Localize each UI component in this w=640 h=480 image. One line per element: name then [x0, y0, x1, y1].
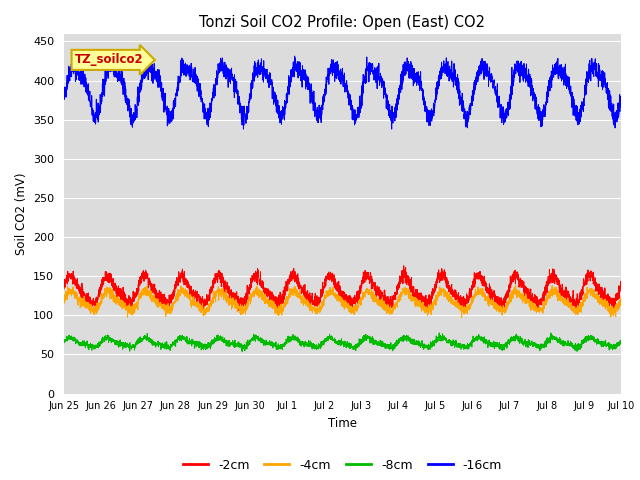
-4cm — [60, 297, 68, 303]
-8cm — [617, 339, 625, 345]
X-axis label: Time: Time — [328, 417, 357, 430]
-2cm — [397, 275, 404, 281]
-16cm — [617, 96, 625, 102]
Title: Tonzi Soil CO2 Profile: Open (East) CO2: Tonzi Soil CO2 Profile: Open (East) CO2 — [200, 15, 485, 30]
-8cm — [239, 349, 246, 355]
-4cm — [512, 283, 520, 288]
-8cm — [435, 330, 443, 336]
Text: TZ_soilco2: TZ_soilco2 — [75, 53, 144, 66]
-2cm — [216, 274, 223, 279]
-8cm — [179, 336, 187, 341]
-4cm — [179, 288, 187, 293]
-16cm — [60, 95, 68, 100]
-2cm — [179, 275, 187, 281]
-16cm — [291, 53, 298, 59]
-16cm — [564, 74, 572, 80]
Legend: -2cm, -4cm, -8cm, -16cm: -2cm, -4cm, -8cm, -16cm — [178, 454, 507, 477]
Line: -16cm: -16cm — [64, 56, 621, 129]
-2cm — [617, 278, 625, 284]
-2cm — [608, 310, 616, 315]
-4cm — [564, 298, 572, 303]
-8cm — [397, 338, 404, 344]
-16cm — [407, 65, 415, 71]
-16cm — [179, 68, 187, 73]
-2cm — [60, 286, 68, 292]
-4cm — [397, 297, 404, 303]
-4cm — [617, 295, 625, 300]
-8cm — [406, 340, 414, 346]
Line: -2cm: -2cm — [64, 266, 621, 312]
-8cm — [60, 340, 68, 346]
Line: -8cm: -8cm — [64, 333, 621, 352]
-8cm — [564, 343, 572, 348]
-16cm — [397, 71, 404, 77]
-4cm — [617, 298, 625, 303]
-4cm — [458, 315, 465, 321]
-8cm — [617, 339, 625, 345]
-2cm — [617, 288, 625, 294]
-16cm — [216, 64, 223, 70]
-2cm — [400, 263, 408, 269]
Y-axis label: Soil CO2 (mV): Soil CO2 (mV) — [15, 172, 28, 255]
Line: -4cm: -4cm — [64, 286, 621, 318]
-16cm — [617, 98, 625, 104]
-2cm — [564, 296, 572, 301]
-4cm — [216, 289, 223, 295]
-2cm — [406, 281, 414, 287]
-4cm — [406, 294, 414, 300]
-8cm — [216, 336, 223, 342]
-16cm — [388, 126, 396, 132]
